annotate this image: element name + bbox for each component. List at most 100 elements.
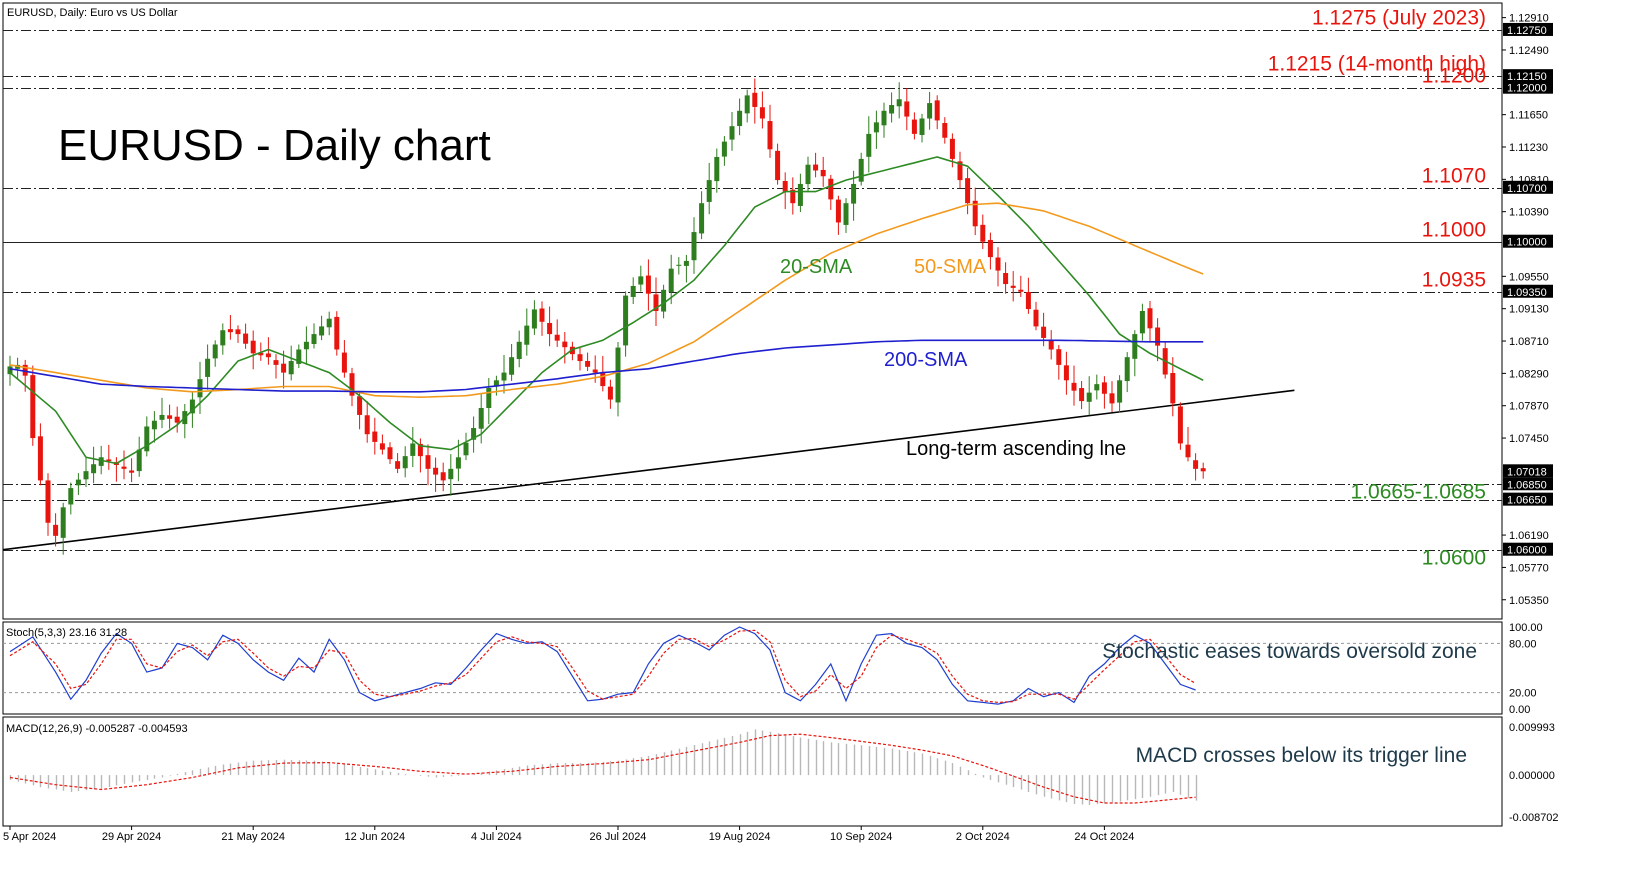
candle-body <box>972 200 978 227</box>
candle-body <box>1139 311 1145 334</box>
candle-body <box>1071 382 1077 391</box>
candle-body <box>1132 334 1138 359</box>
candle-body <box>303 341 309 350</box>
candle-body <box>873 122 879 133</box>
candle-body <box>729 126 735 140</box>
candle-body <box>744 95 750 114</box>
candle-body <box>896 99 902 107</box>
candle-body <box>235 329 241 335</box>
price-marker-box <box>1503 69 1553 83</box>
candle-body <box>455 457 461 469</box>
date-tick-label: 19 Aug 2024 <box>709 831 771 843</box>
candle-body <box>45 480 51 523</box>
candle-body <box>1033 309 1039 327</box>
candle-body <box>942 123 948 138</box>
level-label: 1.1070 <box>1422 165 1486 188</box>
candle-body <box>174 416 180 423</box>
candle-body <box>1193 460 1199 469</box>
price-marker-box <box>1503 542 1553 556</box>
price-marker-box <box>1503 464 1553 478</box>
level-label: 1.0600 <box>1422 547 1486 570</box>
chart-symbol-line: EURUSD, Daily: Euro vs US Dollar <box>7 7 178 19</box>
candle-body <box>440 472 446 481</box>
candle-body <box>402 456 408 469</box>
candle-body <box>1177 406 1183 444</box>
level-label: 1.1215 (14-month high) <box>1268 53 1486 76</box>
sma50-line <box>9 202 1204 399</box>
price-marker-label: 1.07018 <box>1507 466 1547 478</box>
candle-body <box>600 372 606 387</box>
candle-body <box>425 455 431 469</box>
candle-body <box>531 309 537 329</box>
price-marker-box <box>1503 477 1553 491</box>
price-tick-label: 1.06190 <box>1509 530 1549 542</box>
stochastic-tick-label: 20.00 <box>1509 688 1537 700</box>
candle-body <box>159 414 165 420</box>
candle-body <box>288 361 294 375</box>
candle-body <box>448 468 454 480</box>
price-marker-box <box>1503 234 1553 248</box>
candle-body <box>995 257 1001 271</box>
candle-body <box>1003 272 1009 285</box>
level-label: 1.1200 <box>1422 65 1486 88</box>
candle-body <box>509 357 515 375</box>
candle-body <box>714 157 720 182</box>
candle-body <box>349 373 355 396</box>
candle-body <box>341 352 347 373</box>
candle-body <box>706 180 712 202</box>
candle-body <box>53 524 59 536</box>
stochastic-tick-label: 0.00 <box>1509 704 1530 716</box>
candle-body <box>144 426 150 452</box>
price-marker-label: 1.12150 <box>1507 71 1547 83</box>
candle-body <box>927 103 933 119</box>
candle-body <box>653 294 659 311</box>
candle-body <box>949 138 955 159</box>
sma20-label: 20-SMA <box>780 256 853 278</box>
candle-body <box>1101 382 1107 394</box>
macd-title: MACD(12,26,9) -0.005287 -0.004593 <box>6 723 188 735</box>
date-tick-label: 10 Sep 2024 <box>830 831 892 843</box>
candle-body <box>364 415 370 435</box>
candle-body <box>851 183 857 204</box>
candle-body <box>1056 349 1062 365</box>
candle-body <box>1094 384 1100 391</box>
candle-body <box>539 308 545 322</box>
candle-body <box>227 329 233 333</box>
chart-title: EURUSD - Daily chart <box>58 121 491 170</box>
price-marker-label: 1.10000 <box>1507 237 1547 249</box>
candle-body <box>91 464 97 474</box>
candle-body <box>334 316 340 350</box>
level-label: 1.0935 <box>1422 269 1486 292</box>
candle-body <box>638 276 644 285</box>
macd-tick-label: -0.008702 <box>1509 812 1559 824</box>
level-label: 1.1000 <box>1422 219 1486 242</box>
candle-body <box>554 334 560 341</box>
price-marker-label: 1.06850 <box>1507 479 1547 491</box>
candle-body <box>577 354 583 362</box>
candle-body <box>767 121 773 150</box>
date-tick-label: 12 Jun 2024 <box>345 831 406 843</box>
price-marker-label: 1.10700 <box>1507 183 1547 195</box>
candle-body <box>22 364 28 376</box>
level-label: 1.1275 (July 2023) <box>1312 7 1486 30</box>
candle-body <box>258 352 264 356</box>
candle-body <box>562 341 568 348</box>
candle-body <box>699 203 705 234</box>
date-tick-label: 24 Oct 2024 <box>1074 831 1134 843</box>
price-tick-label: 1.09550 <box>1509 271 1549 283</box>
candle-body <box>782 181 788 192</box>
candle-body <box>212 344 218 359</box>
candle-body <box>205 358 211 377</box>
price-tick-label: 1.07870 <box>1509 401 1549 413</box>
candle-body <box>1109 393 1115 404</box>
price-tick-label: 1.07450 <box>1509 433 1549 445</box>
candle-body <box>501 372 507 381</box>
price-marker-box <box>1503 180 1553 194</box>
macd-panel-frame <box>2 716 1503 827</box>
candle-body <box>1086 392 1092 402</box>
candle-body <box>828 178 834 200</box>
candle-body <box>1117 380 1123 403</box>
candle-body <box>106 459 112 462</box>
candle-body <box>372 431 378 442</box>
stochastic-title: Stoch(5,3,3) 23.16 31.28 <box>6 627 127 639</box>
